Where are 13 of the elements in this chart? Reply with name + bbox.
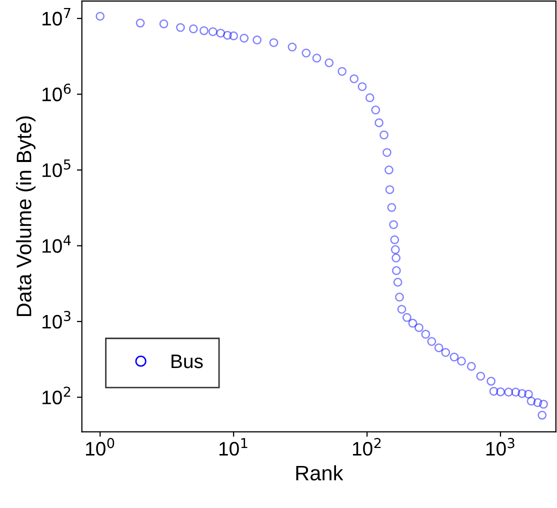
- y-tick-label: 10$^{3}$: [42, 310, 70, 329]
- x-axis-title: Rank: [296, 465, 344, 481]
- y-axis-title: Data Volume (in Byte): [16, 116, 36, 316]
- x-tick-label: 10$^{0}$: [86, 438, 114, 456]
- y-tick-label: 10$^{2}$: [42, 386, 70, 404]
- y-tick-label: 10$^{6}$: [42, 84, 71, 102]
- x-tick-label: 10$^{1}$: [220, 438, 248, 456]
- legend-label: Bus: [172, 354, 203, 368]
- y-tick-label: 10$^{7}$: [42, 8, 70, 26]
- x-tick-label: 10$^{3}$: [486, 438, 514, 456]
- x-tick-label: 10$^{2}$: [352, 438, 381, 456]
- y-tick-label: 10$^{4}$: [42, 235, 71, 253]
- y-tick-label: 10$^{5}$: [42, 160, 70, 178]
